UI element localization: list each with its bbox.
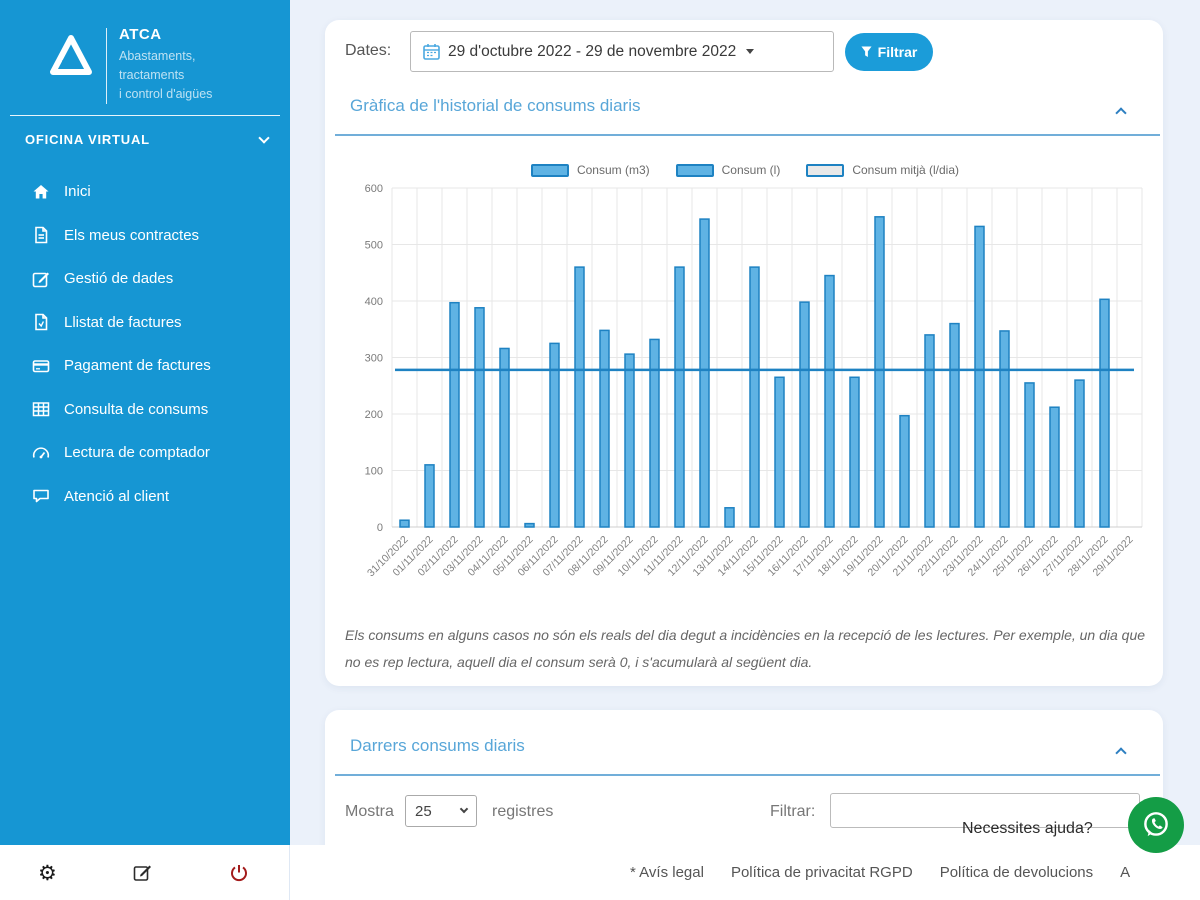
sidebar-item-label: Atenció al client bbox=[64, 487, 170, 505]
edit-data-icon bbox=[32, 270, 52, 288]
filter-button[interactable]: Filtrar bbox=[845, 33, 933, 71]
section-label: OFICINA VIRTUAL bbox=[25, 132, 150, 147]
filter-button-label: Filtrar bbox=[877, 44, 918, 60]
chart-note: Els consums en alguns casos no són els r… bbox=[345, 627, 1146, 670]
support-chat-icon bbox=[32, 487, 52, 505]
date-range-value: 29 d'octubre 2022 - 29 de novembre 2022 bbox=[448, 42, 737, 60]
legend-swatch bbox=[530, 163, 569, 177]
chevron-up-icon bbox=[1115, 107, 1127, 119]
help-text: Necessites ajuda? bbox=[962, 820, 1093, 837]
sidebar-item-atencio-al-client[interactable]: Atenció al client bbox=[0, 475, 290, 519]
footer-link-avis-legal[interactable]: * Avís legal bbox=[630, 864, 704, 881]
footer-link-cutoff[interactable]: A bbox=[1120, 864, 1131, 881]
sidebar-item-label: Gestió de dades bbox=[64, 270, 174, 288]
legend-label: Consum (m3) bbox=[576, 163, 650, 177]
contracts-file-icon bbox=[32, 226, 52, 244]
svg-text:600: 600 bbox=[365, 183, 383, 195]
table-filter-input[interactable] bbox=[830, 793, 1140, 828]
consumption-chart-card: Dates: 29 d'octubre 2022 - 29 de novembr… bbox=[325, 20, 1163, 686]
footer-sidebar-actions: ⚙ bbox=[0, 845, 290, 900]
legend-label: Consum mitjà (l/dia) bbox=[852, 163, 960, 177]
sidebar-item-label: Els meus contractes bbox=[64, 226, 200, 244]
sidebar-item-label: Lectura de comptador bbox=[64, 444, 210, 462]
invoice-file-icon bbox=[32, 313, 52, 331]
legend-item: Consum (l) bbox=[675, 163, 781, 177]
legend-swatch bbox=[675, 163, 714, 177]
brand-subtitle-line: i control d'aigües bbox=[119, 87, 213, 101]
date-range-picker[interactable]: 29 d'octubre 2022 - 29 de novembre 2022 bbox=[410, 31, 834, 72]
sidebar-divider bbox=[10, 115, 280, 116]
chevron-down-icon bbox=[258, 131, 270, 144]
brand-subtitle-line: tractaments bbox=[119, 68, 185, 82]
page-size-select[interactable]: 25 bbox=[405, 795, 477, 827]
settings-gear-icon[interactable]: ⚙ bbox=[38, 845, 57, 900]
logo-divider bbox=[106, 28, 107, 104]
chart-legend: Consum (m3) Consum (l) Consum mitjà (l/d… bbox=[350, 163, 1140, 177]
filter-funnel-icon bbox=[861, 46, 872, 58]
edit-profile-icon[interactable] bbox=[133, 845, 152, 900]
consumption-bar-chart[interactable]: 010020030040050060031/10/202201/11/20220… bbox=[350, 150, 1160, 622]
logout-power-icon[interactable] bbox=[229, 845, 249, 900]
sidebar: ATCA Abastaments, tractaments i control … bbox=[0, 0, 290, 845]
svg-text:300: 300 bbox=[365, 353, 383, 365]
dates-label: Dates: bbox=[345, 42, 392, 59]
select-caret-icon bbox=[459, 804, 469, 814]
calendar-icon bbox=[423, 44, 440, 60]
section-underline bbox=[335, 774, 1160, 776]
footer-link-devolucions[interactable]: Política de devolucions bbox=[939, 864, 1094, 881]
legend-swatch bbox=[806, 163, 845, 177]
collapse-chart-button[interactable] bbox=[1115, 104, 1127, 122]
section-underline bbox=[335, 134, 1160, 136]
chart-section-title: Gràfica de l'historial de consums diaris bbox=[350, 96, 641, 115]
credit-card-icon bbox=[32, 357, 52, 375]
page-size-value: 25 bbox=[415, 802, 432, 820]
home-icon bbox=[32, 183, 52, 201]
registres-label: registres bbox=[492, 803, 554, 820]
table-filter-label: Filtrar: bbox=[770, 803, 816, 820]
brand-subtitle-line: Abastaments, bbox=[119, 49, 196, 63]
footer: ⚙ * Avís legal Política de privacitat RG… bbox=[0, 845, 1200, 900]
sidebar-item-label: Consulta de consums bbox=[64, 400, 209, 418]
sidebar-item-els-meus-contractes[interactable]: Els meus contractes bbox=[0, 214, 290, 258]
meter-gauge-icon bbox=[32, 444, 52, 462]
legend-item: Consum (m3) bbox=[530, 163, 650, 177]
whatsapp-button[interactable] bbox=[1128, 797, 1184, 853]
sidebar-menu: Inici Els meus contractes Gestió de dade… bbox=[0, 170, 290, 518]
svg-text:0: 0 bbox=[377, 522, 383, 534]
legend-label: Consum (l) bbox=[721, 163, 781, 177]
oficina-virtual-toggle[interactable]: OFICINA VIRTUAL bbox=[25, 131, 270, 147]
footer-link-privacitat[interactable]: Política de privacitat RGPD bbox=[730, 864, 913, 881]
sidebar-item-llistat-de-factures[interactable]: Llistat de factures bbox=[0, 301, 290, 345]
collapse-table-button[interactable] bbox=[1115, 744, 1127, 762]
table-icon bbox=[32, 400, 52, 418]
footer-links: * Avís legal Política de privacitat RGPD… bbox=[630, 845, 1130, 900]
brand-name: ATCA bbox=[119, 26, 162, 43]
svg-text:100: 100 bbox=[365, 466, 383, 478]
sidebar-item-inici[interactable]: Inici bbox=[0, 170, 290, 214]
show-label: Mostra bbox=[345, 803, 394, 820]
svg-text:200: 200 bbox=[365, 409, 383, 421]
sidebar-item-lectura-de-comptador[interactable]: Lectura de comptador bbox=[0, 431, 290, 475]
atca-logo-icon bbox=[50, 35, 92, 75]
sidebar-item-consulta-de-consums[interactable]: Consulta de consums bbox=[0, 388, 290, 432]
sidebar-item-label: Llistat de factures bbox=[64, 313, 182, 331]
caret-down-icon bbox=[746, 49, 755, 54]
sidebar-item-label: Inici bbox=[64, 183, 91, 201]
sidebar-item-gestio-de-dades[interactable]: Gestió de dades bbox=[0, 257, 290, 301]
svg-text:500: 500 bbox=[365, 240, 383, 252]
whatsapp-icon bbox=[1144, 812, 1168, 837]
sidebar-item-label: Pagament de factures bbox=[64, 357, 211, 375]
sidebar-item-pagament-de-factures[interactable]: Pagament de factures bbox=[0, 344, 290, 388]
svg-text:400: 400 bbox=[365, 296, 383, 308]
table-section-title: Darrers consums diaris bbox=[350, 736, 525, 755]
chevron-up-icon bbox=[1115, 747, 1127, 759]
legend-item: Consum mitjà (l/dia) bbox=[806, 163, 959, 177]
logo[interactable]: ATCA Abastaments, tractaments i control … bbox=[48, 26, 212, 104]
